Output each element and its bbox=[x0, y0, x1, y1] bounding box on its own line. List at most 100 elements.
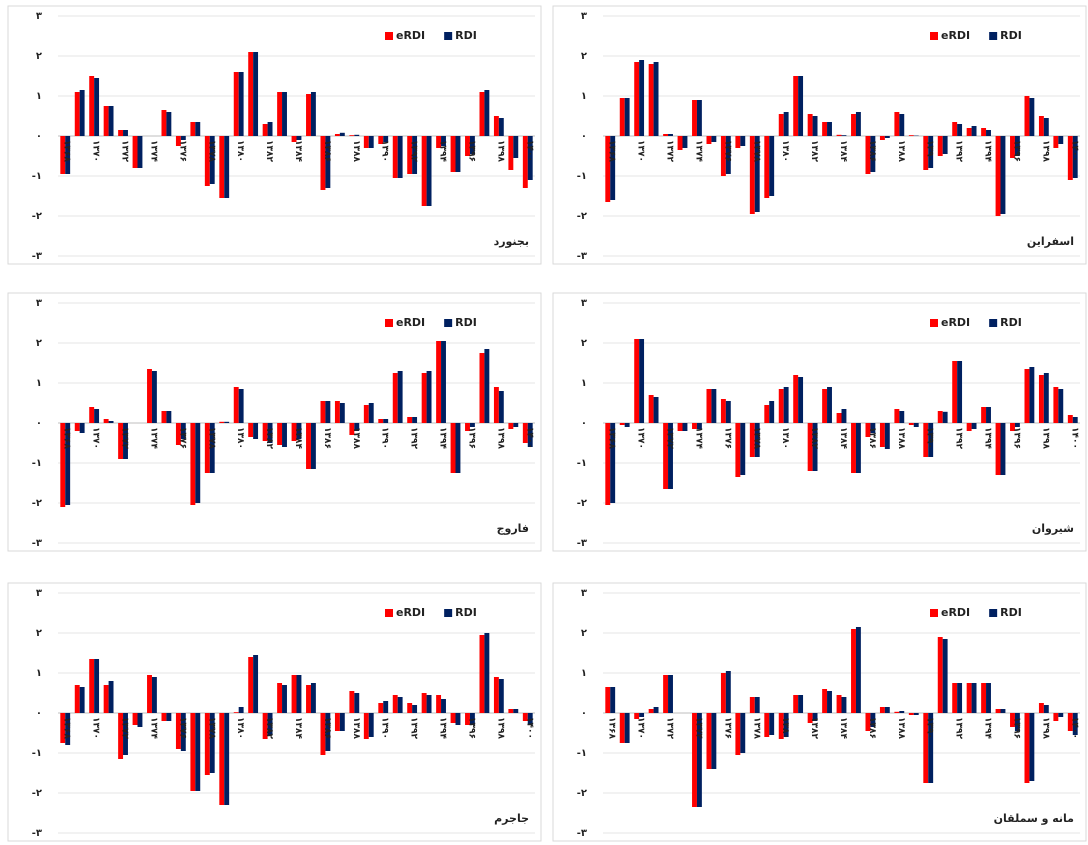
x-tick-label: ۱۳۷۴ bbox=[693, 140, 703, 162]
y-tick-label: ۲ bbox=[581, 628, 587, 639]
bar bbox=[648, 64, 654, 136]
bar bbox=[812, 116, 818, 136]
y-tick-label: -۱ bbox=[32, 458, 42, 469]
x-tick-label: ۱۳۷۸ bbox=[751, 427, 761, 449]
bar bbox=[65, 423, 71, 505]
bar bbox=[1043, 705, 1049, 713]
y-tick-label: ۳ bbox=[581, 298, 587, 309]
bar bbox=[436, 341, 442, 423]
y-tick-label: -۱ bbox=[32, 171, 42, 182]
y-tick-label: -۳ bbox=[577, 828, 587, 839]
x-tick-label: ۱۳۹۶ bbox=[466, 427, 476, 449]
x-tick-label: ۱۴۰۰ bbox=[1069, 140, 1079, 162]
bar bbox=[986, 683, 991, 713]
bar bbox=[94, 659, 100, 713]
bar bbox=[937, 136, 943, 156]
bar bbox=[513, 136, 519, 158]
bar bbox=[368, 713, 374, 737]
bar bbox=[769, 401, 775, 423]
bar bbox=[769, 136, 775, 196]
bar bbox=[865, 423, 871, 437]
bar bbox=[827, 387, 832, 423]
chart-title: شیروان bbox=[1032, 522, 1074, 535]
chart-title: اسفراین bbox=[1027, 235, 1074, 248]
y-tick-label: ۳ bbox=[581, 11, 587, 22]
x-tick-label: ۱۳۹۲ bbox=[409, 140, 419, 162]
bar bbox=[624, 98, 630, 136]
bar bbox=[1067, 415, 1073, 423]
bar bbox=[1072, 136, 1078, 178]
bar bbox=[334, 713, 340, 731]
bar bbox=[783, 387, 789, 423]
bar bbox=[1014, 713, 1020, 731]
bar bbox=[1053, 136, 1059, 148]
bar bbox=[180, 423, 186, 439]
bar bbox=[291, 675, 297, 713]
bar bbox=[484, 349, 490, 423]
x-tick-label: ۱۳۹۲ bbox=[954, 140, 964, 162]
bar bbox=[995, 709, 1001, 713]
bar bbox=[923, 136, 929, 170]
legend-label: RDI bbox=[455, 606, 477, 619]
x-tick-label: ۱۳۹۰ bbox=[925, 427, 935, 449]
x-tick-label: ۱۳۷۴ bbox=[148, 717, 158, 739]
y-tick-label: ۳ bbox=[36, 298, 42, 309]
x-tick-label: ۱۳۷۶ bbox=[722, 717, 732, 739]
bar bbox=[190, 423, 196, 505]
bar bbox=[137, 136, 143, 168]
bar bbox=[986, 407, 991, 423]
bar bbox=[103, 106, 109, 136]
x-tick-label: ۱۳۶۸ bbox=[62, 427, 72, 449]
bar bbox=[952, 683, 958, 713]
bar bbox=[426, 695, 432, 713]
bar bbox=[957, 683, 963, 713]
bar bbox=[89, 407, 95, 423]
bar bbox=[639, 60, 645, 136]
bar bbox=[1010, 713, 1015, 727]
bar bbox=[190, 122, 196, 136]
bar bbox=[836, 695, 842, 713]
x-tick-label: ۱۳۸۶ bbox=[867, 717, 877, 739]
bar bbox=[663, 134, 669, 136]
legend-swatch bbox=[385, 32, 393, 40]
bar bbox=[383, 701, 389, 713]
bar bbox=[706, 389, 712, 423]
bar bbox=[277, 683, 283, 713]
bar bbox=[498, 391, 504, 423]
bar bbox=[836, 134, 842, 136]
bar bbox=[1038, 375, 1044, 423]
x-tick-label: ۱۳۹۸ bbox=[1040, 717, 1050, 739]
bar bbox=[378, 136, 384, 144]
y-tick-label: ۰ bbox=[581, 131, 587, 142]
bar bbox=[180, 713, 186, 751]
bar bbox=[527, 423, 533, 447]
y-tick-label: ۰ bbox=[36, 131, 42, 142]
bar bbox=[498, 679, 504, 713]
bar bbox=[175, 136, 181, 146]
x-tick-label: ۱۳۷۶ bbox=[177, 140, 187, 162]
bar bbox=[147, 369, 152, 423]
y-tick-label: ۲ bbox=[581, 338, 587, 349]
x-tick-label: ۱۴۰۰ bbox=[1069, 717, 1079, 739]
bar bbox=[469, 136, 475, 154]
bar bbox=[754, 136, 760, 212]
bar bbox=[865, 136, 871, 174]
x-tick-label: ۱۳۷۸ bbox=[206, 427, 216, 449]
bar bbox=[441, 341, 446, 423]
bar bbox=[764, 713, 770, 737]
bar bbox=[692, 423, 697, 429]
x-tick-label: ۱۳۷۰ bbox=[91, 427, 101, 449]
bar bbox=[397, 371, 403, 423]
bar bbox=[928, 713, 934, 783]
y-tick-label: -۳ bbox=[32, 828, 42, 839]
bar bbox=[879, 707, 885, 713]
legend-swatch bbox=[989, 319, 998, 327]
bar bbox=[450, 423, 456, 473]
bar bbox=[137, 713, 143, 727]
bar bbox=[407, 136, 413, 174]
bar bbox=[1058, 136, 1064, 144]
x-tick-label: ۱۳۶۸ bbox=[607, 717, 617, 739]
bar bbox=[764, 136, 770, 198]
bar bbox=[412, 705, 418, 713]
bar bbox=[267, 122, 273, 136]
